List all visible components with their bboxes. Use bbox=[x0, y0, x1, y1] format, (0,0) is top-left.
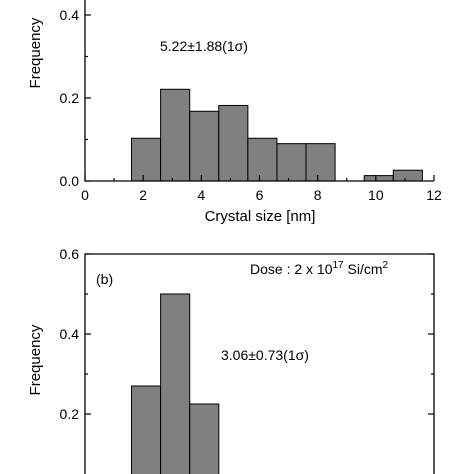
y-axis-label-b: Frequency bbox=[27, 324, 44, 395]
bar-b-1 bbox=[160, 293, 191, 474]
dose-exponent: 17 bbox=[333, 260, 345, 271]
bar-a-5 bbox=[276, 143, 307, 182]
y-tick-label-a-2: 0.4 bbox=[60, 7, 80, 23]
bar-b-0 bbox=[131, 385, 162, 474]
x-axis-label: Crystal size [nm] bbox=[205, 208, 316, 225]
mean-std-annotation-a: 5.22±1.88(1σ) bbox=[160, 38, 248, 54]
bar-a-7 bbox=[363, 175, 394, 182]
dose-label: Dose : 2 x 1017 Si/cm2 bbox=[250, 260, 389, 277]
y-ticks-a: 0.0 0.2 0.4 bbox=[60, 7, 91, 189]
dose-unit: Si/cm bbox=[344, 261, 383, 277]
x-tick-label-1: 2 bbox=[139, 187, 147, 203]
y-tick-label-a-1: 0.2 bbox=[60, 90, 80, 106]
x-tick-label-2: 4 bbox=[197, 187, 205, 203]
panel-label-b: (b) bbox=[96, 271, 113, 287]
bar-a-1 bbox=[160, 88, 191, 182]
axes-frame-b bbox=[84, 253, 435, 474]
y-tick-label-b-1: 0.4 bbox=[60, 326, 80, 342]
x-ticks-a: 0 2 4 6 8 10 12 bbox=[81, 175, 442, 203]
bars-b bbox=[131, 293, 220, 474]
x-tick-label-0: 0 bbox=[81, 187, 89, 203]
bar-a-6 bbox=[305, 143, 336, 182]
bar-b-2 bbox=[189, 403, 220, 474]
x-tick-label-4: 8 bbox=[314, 187, 322, 203]
x-tick-label-6: 12 bbox=[426, 187, 442, 203]
bar-a-2 bbox=[189, 110, 220, 182]
dose-label-text: Dose : 2 x 10 bbox=[250, 261, 333, 277]
bars-a bbox=[131, 88, 423, 182]
bar-a-4 bbox=[247, 137, 278, 182]
x-tick-label-5: 10 bbox=[368, 187, 384, 203]
dose-unit-exponent: 2 bbox=[383, 260, 389, 271]
y-ticks-b: 0.2 0.4 0.6 bbox=[60, 246, 434, 422]
histogram-panel-b: 0.2 0.4 0.6 (b) Dose : 2 x 1017 Si/cm2 3.0… bbox=[27, 246, 435, 474]
y-tick-label-b-0: 0.2 bbox=[60, 406, 80, 422]
y-axis-label-a: Frequency bbox=[27, 17, 44, 88]
y-tick-label-b-2: 0.6 bbox=[60, 246, 80, 262]
bar-a-0 bbox=[131, 137, 162, 182]
x-tick-label-3: 6 bbox=[256, 187, 264, 203]
bar-a-3 bbox=[218, 104, 249, 182]
bar-a-8 bbox=[392, 169, 423, 182]
mean-std-annotation-b: 3.06±0.73(1σ) bbox=[221, 347, 309, 363]
histogram-panel-a: 0.0 0.2 0.4 0 2 4 6 8 10 12 5.22±1.88(1σ) Crysta… bbox=[27, 0, 442, 225]
y-tick-label-a-0: 0.0 bbox=[60, 173, 80, 189]
